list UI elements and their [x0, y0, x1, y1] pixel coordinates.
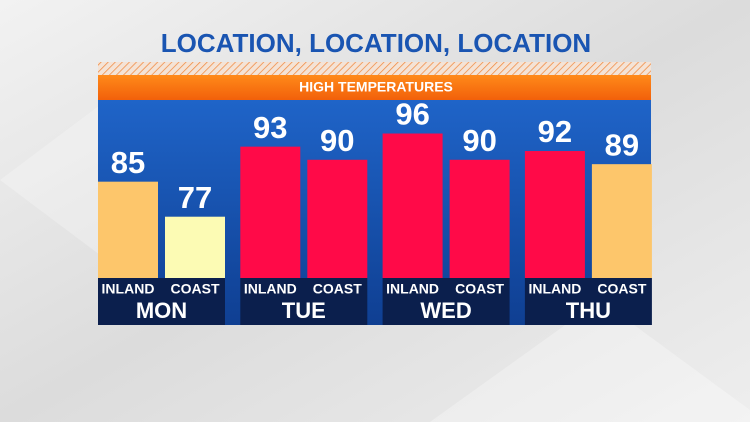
- series-label: COAST: [597, 281, 646, 297]
- day-footer: [524, 278, 652, 325]
- bar: [382, 133, 443, 278]
- series-label: INLAND: [386, 281, 439, 297]
- series-label: COAST: [455, 281, 504, 297]
- x-tick-label: MON: [136, 298, 187, 323]
- series-label: INLAND: [528, 281, 581, 297]
- x-tick-label: TUE: [282, 298, 326, 323]
- bar: [449, 159, 510, 278]
- day-footer: [98, 278, 225, 325]
- x-tick-label: THU: [566, 298, 611, 323]
- value-label: 93: [253, 110, 287, 145]
- chart-title: LOCATION, LOCATION, LOCATION: [161, 28, 591, 58]
- value-label: 85: [111, 145, 145, 180]
- x-tick-label: WED: [420, 298, 471, 323]
- value-label: 90: [320, 123, 354, 158]
- series-label: INLAND: [102, 281, 155, 297]
- value-label: 77: [178, 180, 212, 215]
- bar: [307, 159, 368, 278]
- value-label: 90: [462, 123, 496, 158]
- hatch-strip: [98, 62, 651, 75]
- day-footer: [240, 278, 368, 325]
- series-label: COAST: [313, 281, 362, 297]
- series-label: INLAND: [244, 281, 297, 297]
- subtitle-band: [98, 75, 651, 100]
- bar: [98, 181, 158, 278]
- bg-shape: [430, 300, 750, 422]
- bar: [591, 164, 652, 278]
- bar: [240, 146, 301, 278]
- chart-subtitle: HIGH TEMPERATURES: [299, 79, 453, 95]
- value-label: 89: [605, 127, 639, 162]
- day-footer: [382, 278, 510, 325]
- value-label: 96: [395, 97, 429, 132]
- bar: [524, 151, 585, 278]
- value-label: 92: [538, 114, 572, 149]
- bar: [165, 216, 225, 278]
- series-label: COAST: [171, 281, 220, 297]
